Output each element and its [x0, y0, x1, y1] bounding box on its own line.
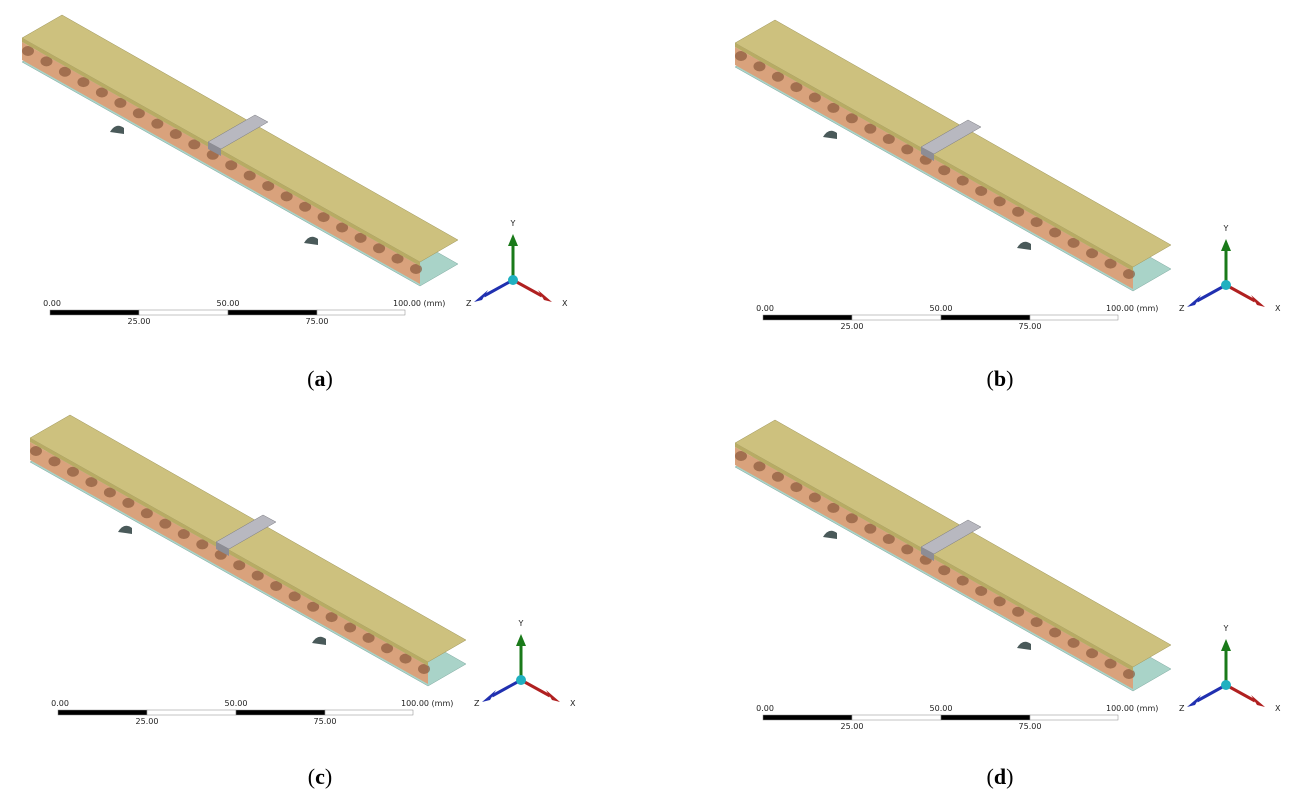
axis-label: Z: [466, 299, 472, 308]
caption-label: b: [994, 366, 1006, 391]
scale-segment: [941, 715, 1030, 720]
scale-segment: [325, 710, 413, 715]
scale-segment: [147, 710, 236, 715]
caption: (d): [987, 764, 1014, 789]
caption-close: ): [1006, 366, 1013, 391]
axis-y-head: [508, 234, 518, 246]
scale-segment: [1030, 315, 1118, 320]
scale-segment: [852, 315, 941, 320]
scale-label: 75.00: [306, 317, 329, 326]
panel: 0.00 50.00 100.00 (mm) 25.00 75.00 Y X Z: [30, 415, 576, 726]
caption-open: (: [307, 366, 314, 391]
axis-origin: [516, 675, 526, 685]
scale-segment: [1030, 715, 1118, 720]
scale-segment: [58, 710, 147, 715]
caption: (a): [307, 366, 333, 391]
figure: 0.0050.00100.00 (mm)25.0075.00YXZ(a)0.00…: [0, 0, 1297, 789]
top-plate: [735, 420, 1171, 667]
scale-label: 25.00: [128, 317, 151, 326]
caption-open: (: [987, 366, 994, 391]
support: [118, 526, 132, 534]
caption: (c): [308, 764, 332, 789]
scale-label: 0.00: [43, 299, 61, 308]
axis-label: Z: [1179, 304, 1185, 313]
axis-label: Z: [1179, 704, 1185, 713]
axis-origin: [1221, 280, 1231, 290]
top-plate: [735, 20, 1171, 267]
scale-label: 100.00 (mm): [393, 299, 445, 308]
axis-y-head: [1221, 639, 1231, 651]
scale-label: 100.00 (mm): [401, 699, 453, 708]
caption-close: ): [326, 366, 333, 391]
scale-segment: [228, 310, 317, 315]
panel: 0.00 50.00 100.00 (mm) 25.00 75.00 Y X Z: [22, 15, 568, 326]
core-cell: [1123, 669, 1135, 679]
axis-label: X: [1275, 704, 1281, 713]
scale-label: 100.00 (mm): [1106, 704, 1158, 713]
caption-label: d: [994, 764, 1006, 789]
scale-segment: [317, 310, 405, 315]
axis-label: X: [570, 699, 576, 708]
axis-y-head: [516, 634, 526, 646]
caption-close: ): [1006, 764, 1013, 789]
axis-label: X: [562, 299, 568, 308]
panel: 0.00 50.00 100.00 (mm) 25.00 75.00 Y X Z: [735, 420, 1281, 731]
axis-origin: [508, 275, 518, 285]
support: [1017, 242, 1031, 250]
support: [304, 237, 318, 245]
scale-segment: [941, 315, 1030, 320]
scale-label: 25.00: [841, 322, 864, 331]
caption-open: (: [987, 764, 994, 789]
support: [110, 126, 124, 134]
scale-segment: [139, 310, 228, 315]
top-plate: [22, 15, 458, 262]
caption-close: ): [325, 764, 332, 789]
caption-open: (: [308, 764, 315, 789]
support: [312, 637, 326, 645]
scale-label: 50.00: [930, 304, 953, 313]
top-plate: [30, 415, 466, 662]
support: [823, 131, 837, 139]
caption: (b): [987, 366, 1014, 391]
scale-label: 0.00: [51, 699, 69, 708]
support: [1017, 642, 1031, 650]
axis-label: Z: [474, 699, 480, 708]
core-cell: [410, 264, 422, 274]
scale-segment: [852, 715, 941, 720]
scale-label: 0.00: [756, 704, 774, 713]
scale-label: 0.00: [756, 304, 774, 313]
scale-label: 25.00: [136, 717, 159, 726]
scale-label: 50.00: [217, 299, 240, 308]
axis-origin: [1221, 680, 1231, 690]
caption-label: c: [315, 764, 325, 789]
axis-label: Y: [1223, 224, 1229, 233]
scale-segment: [763, 715, 852, 720]
axis-label: Y: [1223, 624, 1229, 633]
core-cell: [418, 664, 430, 674]
scale-label: 75.00: [1019, 322, 1042, 331]
scale-label: 50.00: [930, 704, 953, 713]
scale-label: 75.00: [1019, 722, 1042, 731]
scale-label: 100.00 (mm): [1106, 304, 1158, 313]
scale-label: 25.00: [841, 722, 864, 731]
panel: 0.00 50.00 100.00 (mm) 25.00 75.00 Y X Z: [735, 20, 1281, 331]
scale-segment: [50, 310, 139, 315]
axis-label: X: [1275, 304, 1281, 313]
axis-y-head: [1221, 239, 1231, 251]
axis-label: Y: [510, 219, 516, 228]
axis-label: Y: [518, 619, 524, 628]
support: [823, 531, 837, 539]
scale-segment: [236, 710, 325, 715]
core-cell: [1123, 269, 1135, 279]
scale-label: 75.00: [314, 717, 337, 726]
caption-label: a: [315, 366, 326, 391]
scale-label: 50.00: [225, 699, 248, 708]
scale-segment: [763, 315, 852, 320]
